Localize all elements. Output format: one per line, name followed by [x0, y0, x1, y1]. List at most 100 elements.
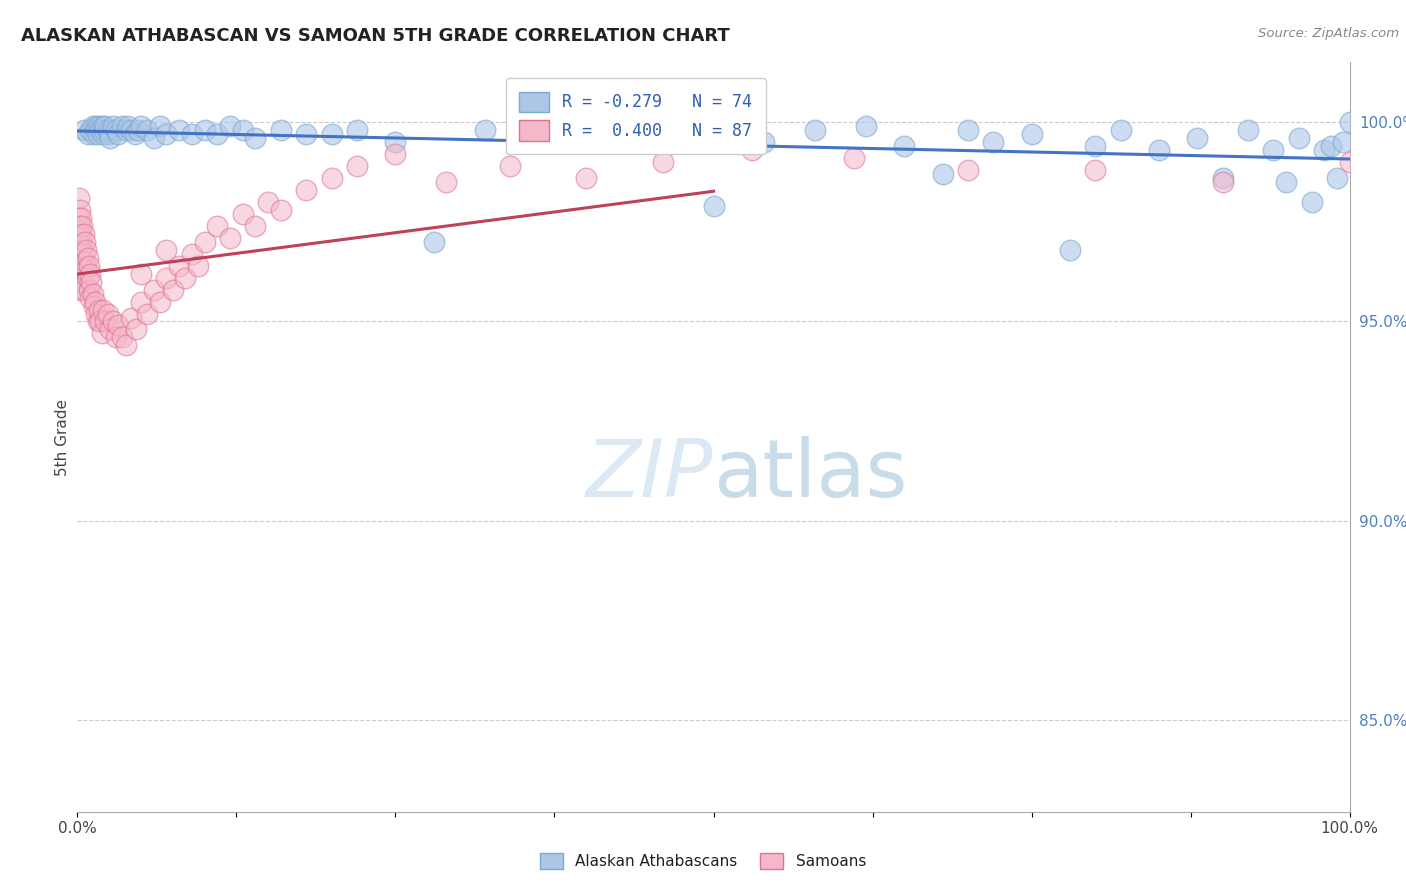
Legend: Alaskan Athabascans, Samoans: Alaskan Athabascans, Samoans [534, 847, 872, 875]
Point [187, 259, 209, 273]
Point [93, 123, 115, 137]
Point [73, 235, 96, 249]
Point [1339, 115, 1361, 129]
Point [67, 211, 90, 225]
Point [70, 227, 93, 241]
Point [73, 227, 96, 241]
Point [321, 171, 343, 186]
Point [70, 275, 93, 289]
Point [73, 246, 96, 260]
Point [86, 123, 108, 137]
Point [87, 119, 110, 133]
Point [79, 291, 101, 305]
Point [136, 306, 159, 320]
Point [73, 262, 96, 277]
Point [1084, 163, 1107, 178]
Text: ZIP: ZIP [586, 435, 714, 514]
Point [70, 211, 93, 225]
Point [101, 119, 124, 133]
Point [69, 219, 91, 233]
Point [219, 231, 242, 245]
Point [69, 235, 91, 249]
Point [87, 302, 110, 317]
Point [983, 135, 1005, 149]
Point [73, 254, 96, 268]
Point [957, 163, 980, 178]
Point [124, 127, 146, 141]
Point [893, 139, 915, 153]
Point [136, 123, 159, 137]
Point [142, 283, 165, 297]
Point [91, 119, 114, 133]
Point [957, 123, 980, 137]
Point [1331, 135, 1354, 149]
Point [194, 235, 217, 249]
Point [114, 338, 136, 352]
Point [67, 259, 90, 273]
Point [86, 119, 108, 133]
Point [232, 207, 254, 221]
Point [67, 243, 90, 257]
Point [72, 254, 94, 268]
Point [804, 123, 827, 137]
Point [82, 286, 104, 301]
Point [651, 127, 673, 141]
Point [83, 127, 105, 141]
Point [232, 123, 254, 137]
Point [127, 123, 149, 137]
Point [129, 267, 152, 281]
Point [321, 127, 343, 141]
Point [384, 147, 406, 161]
Y-axis label: 5th Grade: 5th Grade [55, 399, 70, 475]
Point [91, 302, 114, 317]
Point [1021, 127, 1043, 141]
Point [149, 119, 172, 133]
Point [83, 299, 105, 313]
Point [219, 119, 242, 133]
Point [1212, 171, 1234, 186]
Point [90, 326, 112, 341]
Point [207, 219, 229, 233]
Point [270, 202, 292, 217]
Point [1059, 243, 1081, 257]
Point [703, 199, 725, 213]
Point [167, 123, 190, 137]
Point [741, 143, 763, 157]
Point [384, 135, 406, 149]
Point [129, 294, 152, 309]
Point [1147, 143, 1170, 157]
Point [73, 123, 96, 137]
Point [72, 239, 94, 253]
Point [651, 155, 673, 169]
Point [346, 123, 368, 137]
Point [167, 259, 190, 273]
Point [125, 322, 148, 336]
Point [550, 123, 572, 137]
Point [245, 219, 267, 233]
Point [245, 131, 267, 145]
Point [100, 131, 122, 145]
Point [69, 202, 91, 217]
Point [97, 123, 120, 137]
Point [931, 167, 953, 181]
Point [77, 259, 100, 273]
Point [1275, 175, 1298, 189]
Point [120, 310, 142, 325]
Point [129, 119, 152, 133]
Point [149, 294, 172, 309]
Point [70, 243, 93, 257]
Point [1319, 139, 1341, 153]
Point [422, 235, 444, 249]
Point [295, 183, 318, 197]
Point [75, 243, 97, 257]
Point [107, 127, 129, 141]
Point [842, 151, 865, 165]
Point [180, 127, 202, 141]
Point [80, 275, 103, 289]
Point [94, 119, 117, 133]
Point [180, 246, 202, 260]
Point [75, 262, 97, 277]
Point [82, 119, 104, 133]
Point [89, 314, 111, 328]
Text: atlas: atlas [714, 435, 908, 514]
